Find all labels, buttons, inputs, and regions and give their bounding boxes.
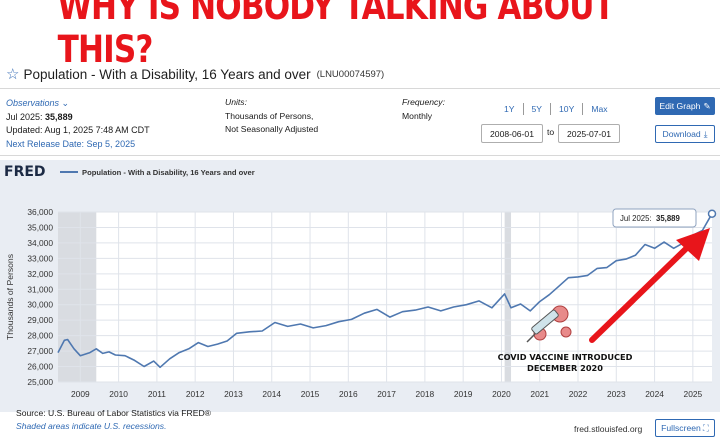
chart-svg: 25,000 26,000 27,000 28,000 29,000 30,000 31,0… (4, 164, 717, 399)
download-icon: ⤓ (703, 128, 708, 139)
y-tick-label: 36,000 (27, 207, 53, 217)
y-tick-label: 28,000 (27, 331, 53, 341)
x-tick-label: 2011 (148, 389, 166, 399)
units-panel: Units: Thousands of Persons, Not Seasona… (225, 96, 318, 137)
plot-background (58, 212, 712, 382)
y-tick-label: 32,000 (27, 269, 53, 279)
x-tick-label: 2022 (569, 389, 588, 399)
range-selector: 1Y 5Y 10Y Max (496, 103, 616, 115)
range-10y[interactable]: 10Y (551, 103, 584, 115)
x-tick-label: 2023 (607, 389, 626, 399)
headline: WHY IS NOBODY TALKING ABOUT THIS? (57, 0, 615, 71)
y-tick-label: 31,000 (27, 284, 53, 294)
date-to-label: to (547, 127, 555, 137)
syringe-virus-icon (526, 305, 572, 343)
observations-dropdown[interactable]: Observations (6, 98, 60, 108)
annotation-line-2: DECEMBER 2020 (527, 363, 603, 373)
frequency-value[interactable]: Monthly (402, 110, 433, 121)
y-tick-label: 29,000 (27, 315, 53, 325)
frequency-label: Frequency: (402, 97, 445, 107)
chevron-down-icon[interactable]: ⌄ (61, 98, 70, 108)
y-axis-title: Thousands of Persons (5, 254, 15, 340)
x-tick-label: 2010 (109, 389, 128, 399)
y-tick-label: 30,000 (27, 300, 53, 310)
info-bar: Observations ⌄ Jul 2025: 35,889 Updated:… (0, 88, 720, 156)
source-text: Source: U.S. Bureau of Labor Statistics … (16, 408, 211, 418)
fred-site-link[interactable]: fred.stlouisfed.org (574, 424, 643, 434)
x-tick-label: 2025 (684, 389, 703, 399)
fullscreen-label: Fullscreen (661, 423, 701, 433)
fred-logo: FRED (4, 164, 46, 180)
chart-area: 25,000 26,000 27,000 28,000 29,000 30,000 31,0… (0, 160, 720, 412)
x-tick-label: 2012 (186, 389, 205, 399)
next-release-link[interactable]: Next Release Date: Sep 5, 2025 (6, 138, 136, 149)
x-tick-label: 2013 (224, 389, 243, 399)
recession-band-1 (504, 212, 512, 382)
download-button[interactable]: Download ⤓ (655, 125, 715, 143)
tooltip-label: Jul 2025: (620, 214, 652, 223)
x-tick-label: 2017 (377, 389, 396, 399)
y-tick-label: 35,000 (27, 222, 53, 232)
series-title-row: ☆ Population - With a Disability, 16 Yea… (6, 64, 384, 84)
x-tick-label: 2019 (454, 389, 473, 399)
star-icon[interactable]: ☆ (6, 65, 20, 83)
end-date-input[interactable]: 2025-07-01 (558, 124, 620, 143)
units-label: Units: (225, 97, 247, 107)
last-point-marker (707, 209, 717, 218)
tooltip-value: 35,889 (656, 214, 681, 223)
series-line (57, 213, 713, 369)
fullscreen-icon: ⛶ (702, 422, 709, 433)
edit-icon: ✎ (703, 100, 711, 111)
start-date-input[interactable]: 2008-06-01 (481, 124, 543, 143)
y-tick-label: 25,000 (27, 377, 53, 387)
recession-note-link[interactable]: Shaded areas indicate U.S. recessions. (16, 421, 167, 431)
x-tick-label: 2018 (416, 389, 435, 399)
units-line2: Not Seasonally Adjusted (225, 124, 319, 134)
edit-graph-button[interactable]: Edit Graph ✎ (655, 97, 715, 115)
edit-graph-label: Edit Graph (659, 101, 701, 111)
y-tick-label: 27,000 (27, 346, 53, 356)
y-tick-label: 26,000 (27, 362, 53, 372)
annotation-line-1: COVID VACCINE INTRODUCED (498, 352, 633, 362)
updated-text: Updated: Aug 1, 2025 7:48 AM CDT (6, 125, 150, 135)
series-id: (LNU00074597) (316, 68, 385, 80)
red-arrow-head (676, 228, 710, 261)
x-tick-label: 2016 (339, 389, 358, 399)
red-arrow-shaft (589, 237, 698, 343)
observations-panel: Observations ⌄ Jul 2025: 35,889 Updated:… (6, 97, 150, 151)
y-tick-label: 34,000 (27, 238, 53, 248)
latest-obs-prefix: Jul 2025: (6, 111, 43, 122)
chart-footer: Source: U.S. Bureau of Labor Statistics … (16, 407, 211, 433)
latest-obs-value: 35,889 (45, 111, 73, 122)
fullscreen-button[interactable]: Fullscreen ⛶ (655, 419, 715, 437)
x-tick-label: 2021 (530, 389, 549, 399)
download-label: Download (662, 129, 701, 139)
x-tick-label: 2014 (262, 389, 281, 399)
units-line1: Thousands of Persons, (225, 110, 314, 121)
y-tick-label: 33,000 (27, 253, 53, 263)
range-1y[interactable]: 1Y (496, 103, 524, 115)
range-5y[interactable]: 5Y (524, 103, 552, 115)
x-tick-label: 2024 (645, 389, 664, 399)
legend-label: Population - With a Disability, 16 Years… (82, 168, 255, 177)
x-tick-label: 2020 (492, 389, 511, 399)
recession-band-0 (58, 212, 97, 382)
tooltip-box (612, 208, 697, 228)
series-title: Population - With a Disability, 16 Years… (23, 66, 311, 82)
range-max[interactable]: Max (591, 104, 608, 114)
x-tick-label: 2015 (301, 389, 320, 399)
frequency-panel: Frequency: Monthly (402, 96, 445, 123)
x-tick-label: 2009 (71, 389, 90, 399)
